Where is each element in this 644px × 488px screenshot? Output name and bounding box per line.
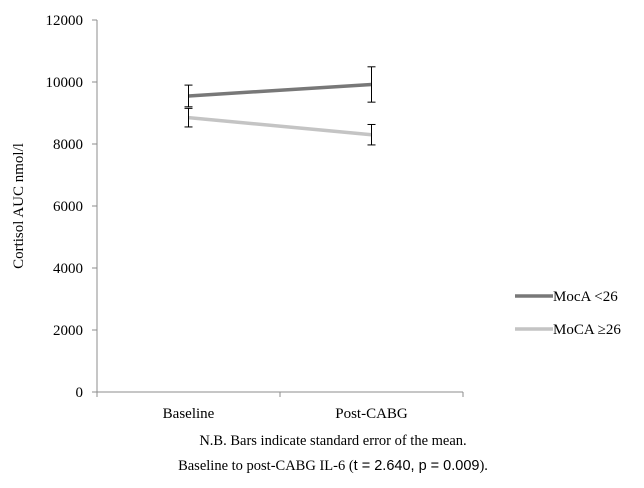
x-tick-label: Baseline xyxy=(163,406,215,422)
y-tick-label: 6000 xyxy=(53,199,83,215)
caption-prefix: Baseline to post-CABG IL-6 ( xyxy=(178,458,354,474)
y-tick-label: 8000 xyxy=(53,137,83,153)
caption-stats: t = 2.640, p = 0.009 xyxy=(354,458,480,474)
series-layer xyxy=(184,66,376,146)
legend-label: MoCA ≥26 xyxy=(553,322,621,338)
series-line xyxy=(188,115,372,137)
caption-line-1: N.B. Bars indicate standard error of the… xyxy=(199,433,466,449)
x-tick-label: Post-CABG xyxy=(335,406,408,422)
y-tick-label: 10000 xyxy=(46,75,84,91)
x-axis-ticks: Baseline Post-CABG xyxy=(96,392,464,422)
y-axis-title: Cortisol AUC nmol/l xyxy=(11,143,27,269)
y-tick-label: 2000 xyxy=(53,323,83,339)
y-tick-label: 12000 xyxy=(46,13,84,29)
y-tick-label: 0 xyxy=(76,385,84,401)
y-tick-label: 4000 xyxy=(53,261,83,277)
y-axis-ticks: 0 2000 4000 6000 8000 10000 12000 xyxy=(46,13,97,401)
legend: MocA <26 MoCA ≥26 xyxy=(515,289,621,338)
caption-suffix: ). xyxy=(479,458,487,474)
series-line xyxy=(188,82,372,98)
chart-axes xyxy=(96,20,463,393)
legend-label: MocA <26 xyxy=(553,289,618,305)
caption-line-2: Baseline to post-CABG IL-6 (t = 2.640, p… xyxy=(178,458,488,474)
